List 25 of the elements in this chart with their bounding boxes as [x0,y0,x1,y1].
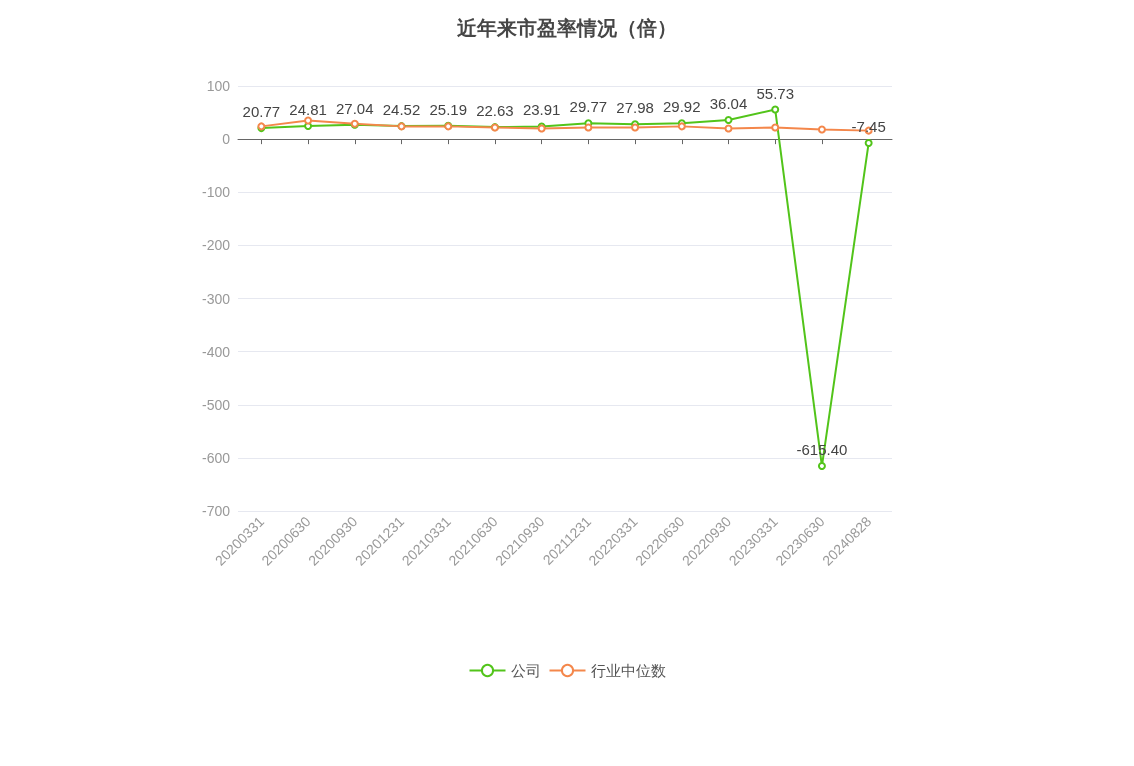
data-label: -7.45 [851,118,886,136]
data-label: 55.73 [756,84,794,102]
y-tick-label: 0 [222,131,231,148]
data-label: 29.92 [663,98,701,116]
data-label: 20.77 [242,103,281,121]
data-label: 29.77 [569,98,608,116]
data-label: 22.63 [476,102,514,120]
data-label: 24.52 [382,101,421,119]
y-tick-label: -600 [201,449,231,466]
data-label: 36.04 [709,94,748,112]
data-label: 23.91 [522,101,561,119]
data-label: 27.98 [616,99,654,117]
chart-title: 近年来市盈率情况（倍） [456,16,677,40]
y-tick-label: -400 [201,343,231,360]
data-label: 27.04 [336,99,374,117]
y-tick-label: -100 [201,184,231,201]
data-label: 25.19 [429,100,467,118]
y-tick-label: -300 [201,290,231,307]
y-tick-label: -200 [201,237,231,254]
data-label: 24.81 [289,100,327,118]
y-tick-label: -500 [201,396,231,413]
legend-label: 公司 [510,662,541,679]
legend-label: 行业中位数 [590,662,666,679]
y-tick-label: 100 [206,78,231,94]
y-tick-label: -700 [201,503,231,519]
